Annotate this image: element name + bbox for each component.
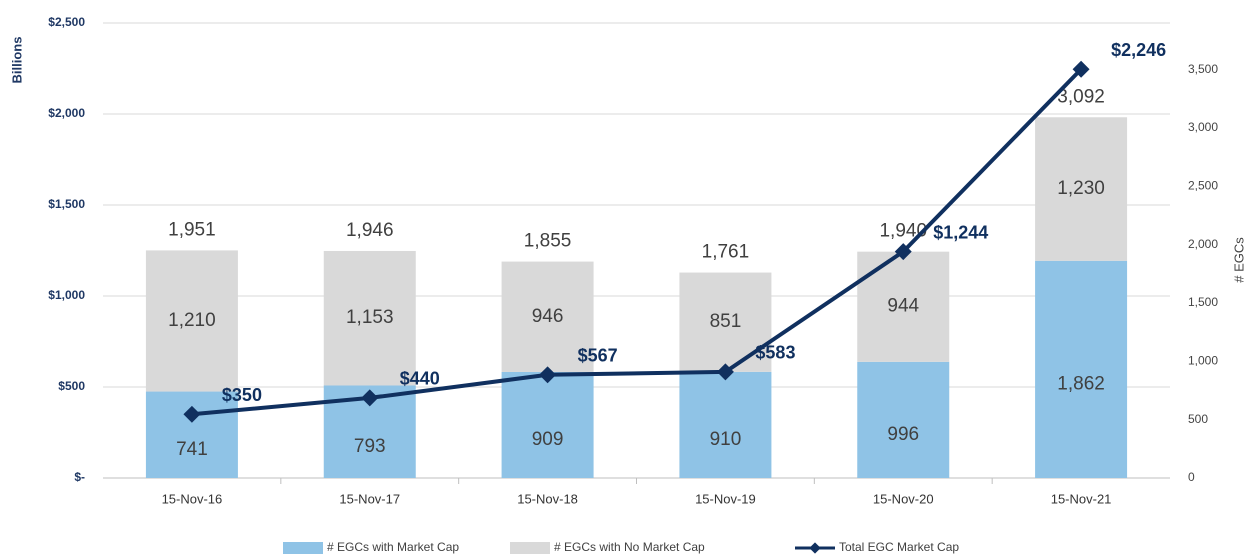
line-value-label: $2,246 bbox=[1111, 40, 1166, 60]
bar-value-label: 996 bbox=[887, 424, 919, 445]
y2-tick-label: 0 bbox=[1188, 470, 1195, 484]
total-label: 1,855 bbox=[524, 231, 572, 252]
legend-swatch bbox=[510, 542, 550, 554]
line-value-label: $567 bbox=[578, 346, 618, 366]
line-marker bbox=[716, 363, 734, 381]
bar-segment bbox=[679, 272, 772, 372]
y-tick-label: $- bbox=[74, 470, 85, 484]
legend-label: Total EGC Market Cap bbox=[839, 540, 959, 554]
bar-value-label: 1,862 bbox=[1057, 373, 1105, 394]
bar-value-label: 1,210 bbox=[168, 310, 216, 331]
y2-tick-label: 3,500 bbox=[1188, 62, 1218, 76]
y2-tick-label: 3,000 bbox=[1188, 120, 1218, 134]
y2-tick-label: 2,500 bbox=[1188, 179, 1218, 193]
bar-value-label: 1,153 bbox=[346, 307, 394, 328]
y-axis-label: Billions bbox=[9, 37, 24, 84]
bar-value-label: 909 bbox=[532, 429, 564, 450]
line-value-label: $583 bbox=[755, 343, 795, 363]
bar-value-label: 793 bbox=[354, 436, 386, 457]
x-tick-label: 15-Nov-16 bbox=[162, 491, 223, 506]
line bbox=[191, 67, 1083, 417]
bar-segment bbox=[501, 371, 594, 478]
line-value-label: $1,244 bbox=[933, 222, 988, 242]
y-tick-label: $2,500 bbox=[48, 15, 85, 29]
y2-tick-label: 500 bbox=[1188, 412, 1208, 426]
total-label: 1,761 bbox=[702, 242, 750, 263]
total-label: 1,946 bbox=[346, 220, 394, 241]
line-value-label: $350 bbox=[222, 385, 262, 405]
bar-value-label: 910 bbox=[710, 429, 742, 450]
line-marker bbox=[361, 389, 379, 407]
total-label: 3,092 bbox=[1057, 86, 1105, 107]
total-label: 1,940 bbox=[879, 221, 927, 242]
line-marker bbox=[539, 366, 557, 384]
line-marker bbox=[894, 243, 912, 261]
line-marker bbox=[183, 405, 201, 423]
bar-segment bbox=[1035, 117, 1128, 261]
bar-segment bbox=[323, 250, 416, 386]
legend-marker bbox=[809, 542, 821, 554]
y2-axis-label: # EGCs bbox=[1231, 237, 1246, 283]
line-value-label: $440 bbox=[400, 369, 440, 389]
bar-segment bbox=[501, 261, 594, 372]
x-tick-label: 15-Nov-21 bbox=[1051, 491, 1112, 506]
legend-label: # EGCs with Market Cap bbox=[327, 540, 459, 554]
y-tick-label: $1,500 bbox=[48, 197, 85, 211]
y2-tick-label: 1,000 bbox=[1188, 354, 1218, 368]
y2-tick-label: 2,000 bbox=[1188, 237, 1218, 251]
y2-tick-label: 1,500 bbox=[1188, 295, 1218, 309]
x-tick-label: 15-Nov-17 bbox=[339, 491, 400, 506]
bar-value-label: 741 bbox=[176, 439, 208, 460]
x-tick-label: 15-Nov-19 bbox=[695, 491, 756, 506]
y-tick-label: $500 bbox=[58, 379, 85, 393]
x-tick-label: 15-Nov-20 bbox=[873, 491, 934, 506]
x-tick-label: 15-Nov-18 bbox=[517, 491, 578, 506]
total-label: 1,951 bbox=[168, 219, 216, 240]
bar-segment bbox=[1035, 260, 1128, 478]
bar-value-label: 1,230 bbox=[1057, 178, 1105, 199]
y-tick-label: $2,000 bbox=[48, 106, 85, 120]
bar-segment bbox=[145, 250, 238, 392]
legend-swatch bbox=[283, 542, 323, 554]
legend-label: # EGCs with No Market Cap bbox=[554, 540, 705, 554]
bar-segment bbox=[857, 361, 950, 478]
bar-segment bbox=[679, 371, 772, 478]
bar-value-label: 946 bbox=[532, 306, 564, 327]
bar-value-label: 851 bbox=[710, 311, 742, 332]
y-tick-label: $1,000 bbox=[48, 288, 85, 302]
bar-value-label: 944 bbox=[887, 296, 919, 317]
